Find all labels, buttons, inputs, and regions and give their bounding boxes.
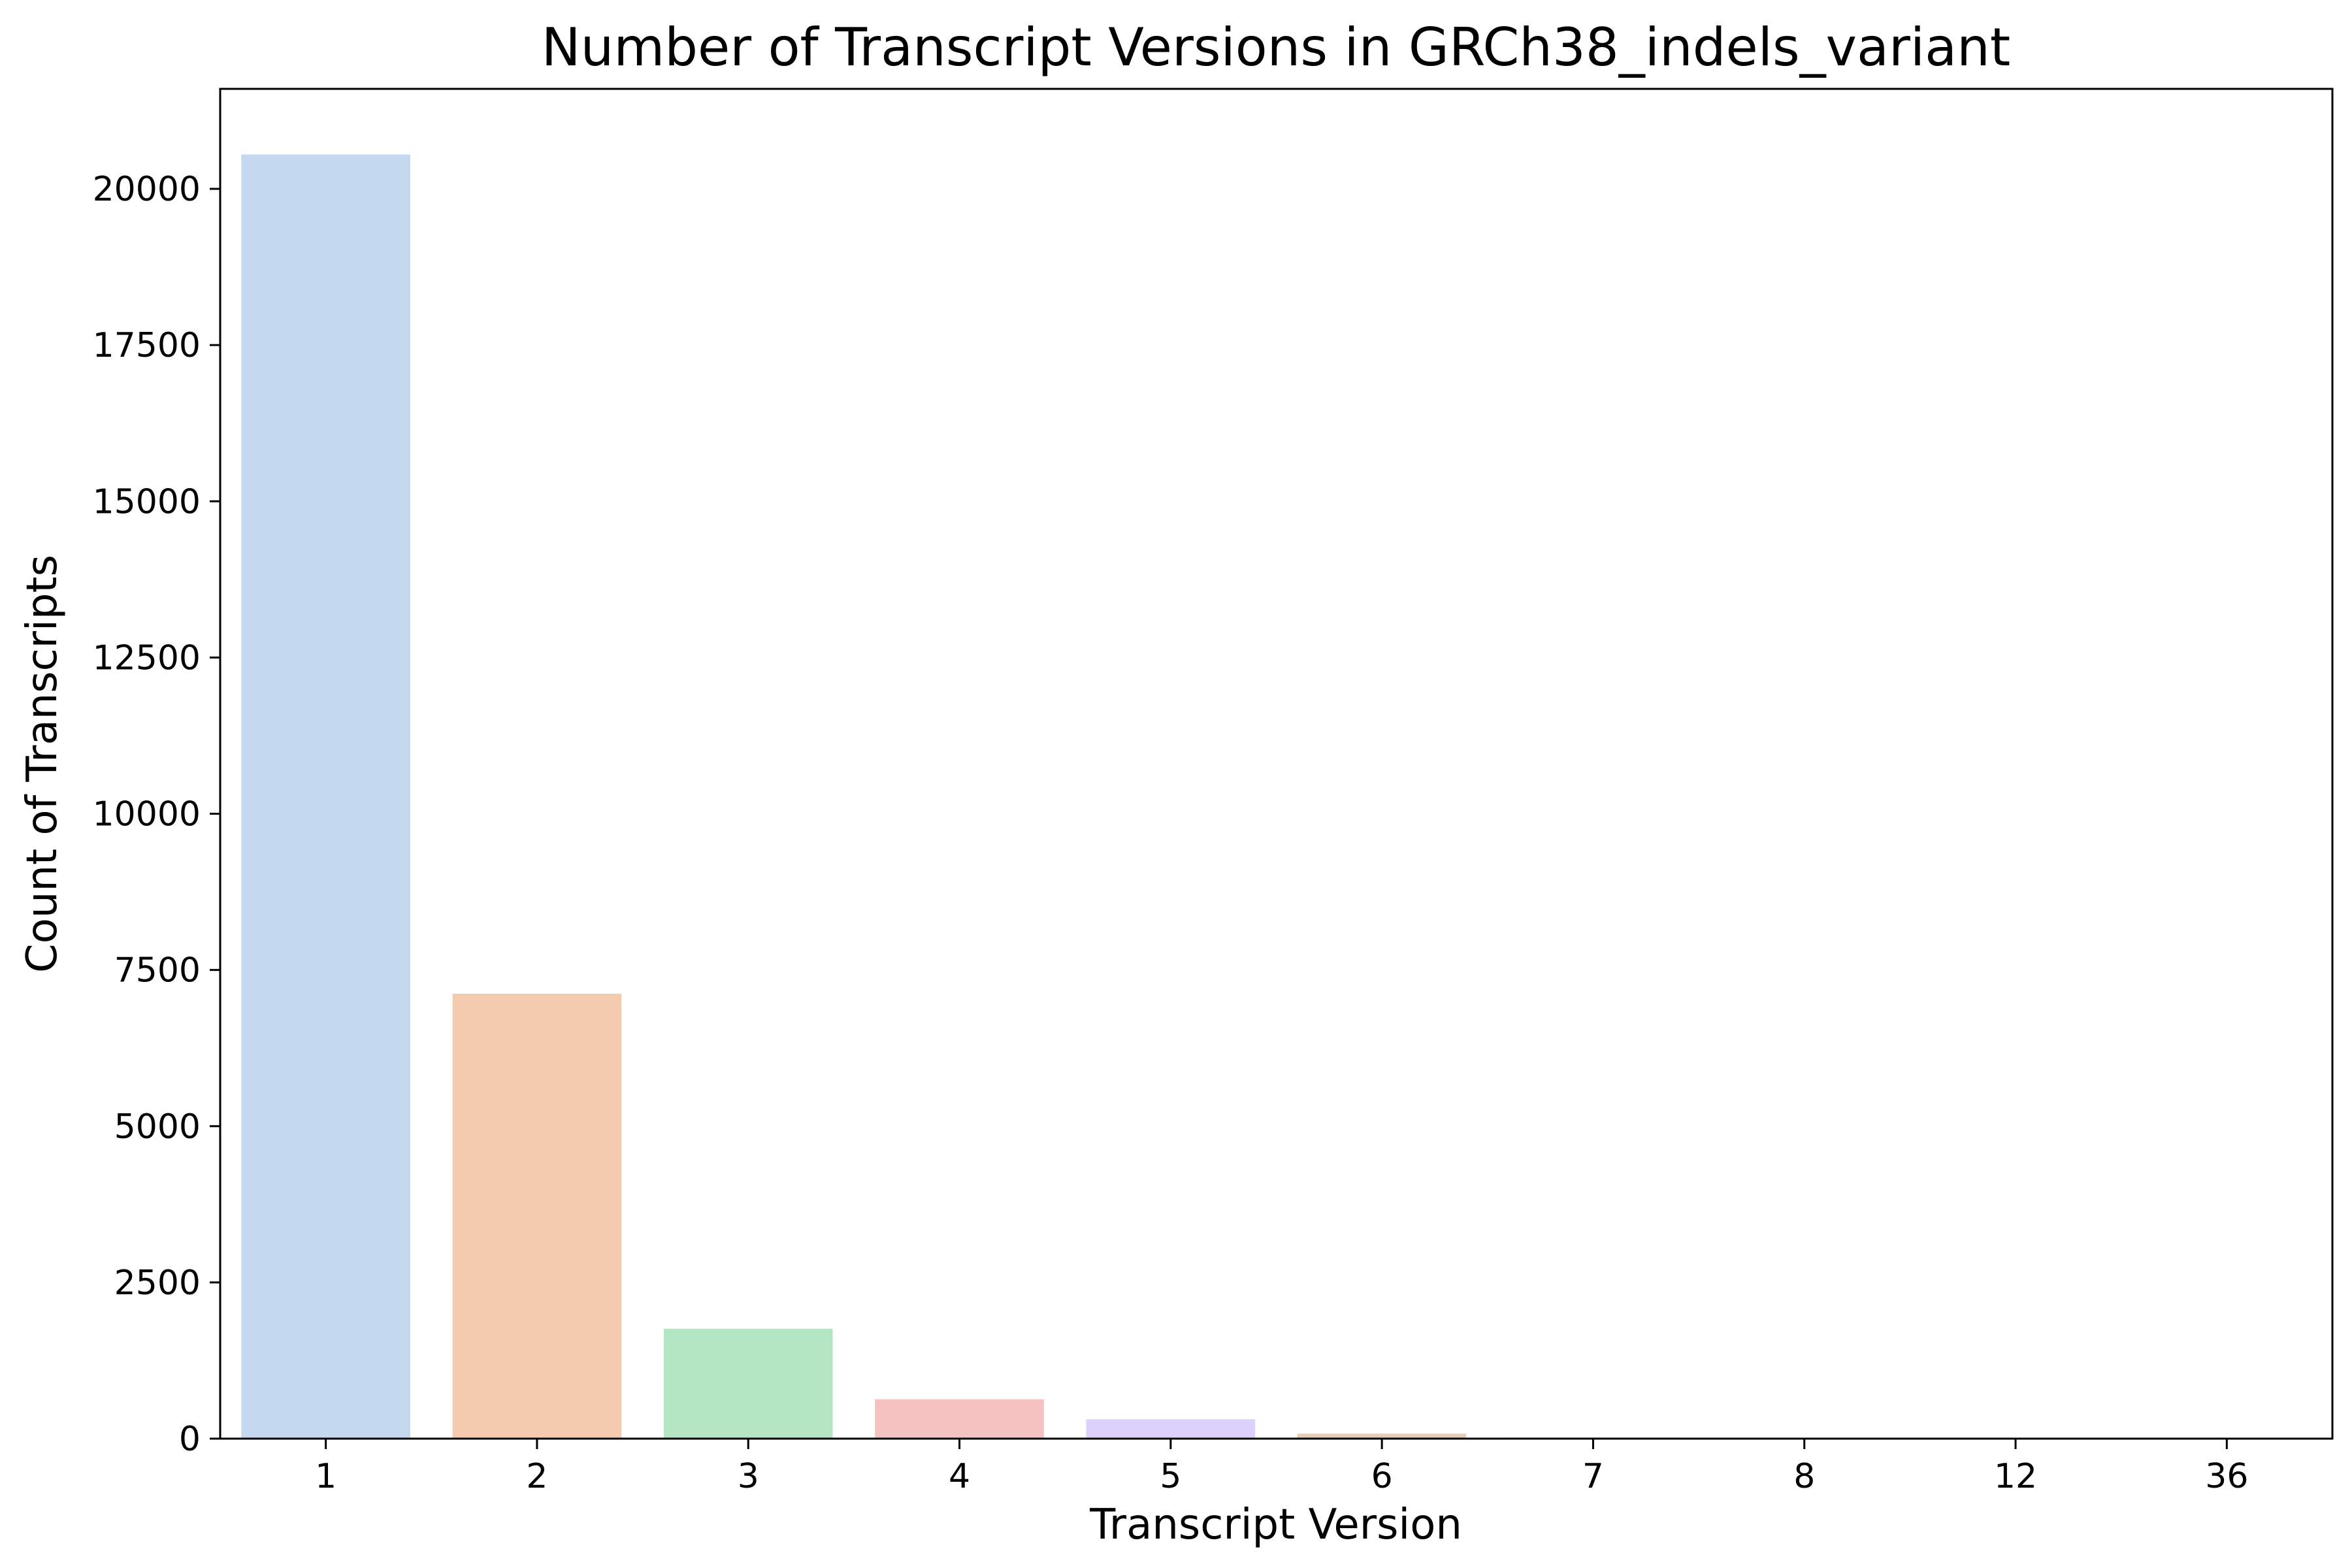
x-axis-ticks: 1 2 3 4 5 6 7 8 12 36: [315, 1439, 2248, 1496]
y-tick-label: 17500: [93, 326, 201, 365]
chart-title: Number of Transcript Versions in GRCh38_…: [542, 17, 2010, 78]
x-axis-label: Transcript Version: [1089, 1501, 1462, 1549]
x-tick-label: 8: [1793, 1457, 1815, 1496]
x-tick-label: 4: [949, 1457, 970, 1496]
x-tick-label: 6: [1371, 1457, 1393, 1496]
y-tick-label: 0: [179, 1420, 201, 1459]
x-tick-label: 1: [315, 1457, 336, 1496]
x-tick-label: 7: [1582, 1457, 1604, 1496]
x-tick-label: 3: [738, 1457, 759, 1496]
bar-6: [1297, 1433, 1467, 1439]
bar-3: [663, 1328, 833, 1439]
bars-group: [241, 154, 2311, 1439]
bar-1: [241, 154, 410, 1439]
y-tick-label: 5000: [114, 1107, 201, 1147]
x-tick-label: 36: [2205, 1457, 2248, 1496]
y-tick-label: 20000: [93, 170, 201, 209]
y-axis-ticks: 0 2500 5000 7500 10000 12500 15000 17500 20000: [93, 170, 220, 1459]
y-tick-label: 10000: [93, 795, 201, 834]
x-tick-label: 2: [526, 1457, 547, 1496]
y-tick-label: 12500: [93, 638, 201, 678]
bar-4: [875, 1399, 1044, 1439]
x-tick-label: 5: [1160, 1457, 1181, 1496]
y-tick-label: 7500: [114, 951, 201, 990]
bar-2: [452, 994, 622, 1439]
y-tick-label: 15000: [93, 482, 201, 521]
plot-frame: [219, 88, 2334, 1440]
x-tick-label: 12: [1994, 1457, 2037, 1496]
bar-5: [1086, 1419, 1256, 1439]
y-tick-label: 2500: [114, 1264, 201, 1303]
y-axis-label: Count of Transcripts: [18, 555, 67, 973]
